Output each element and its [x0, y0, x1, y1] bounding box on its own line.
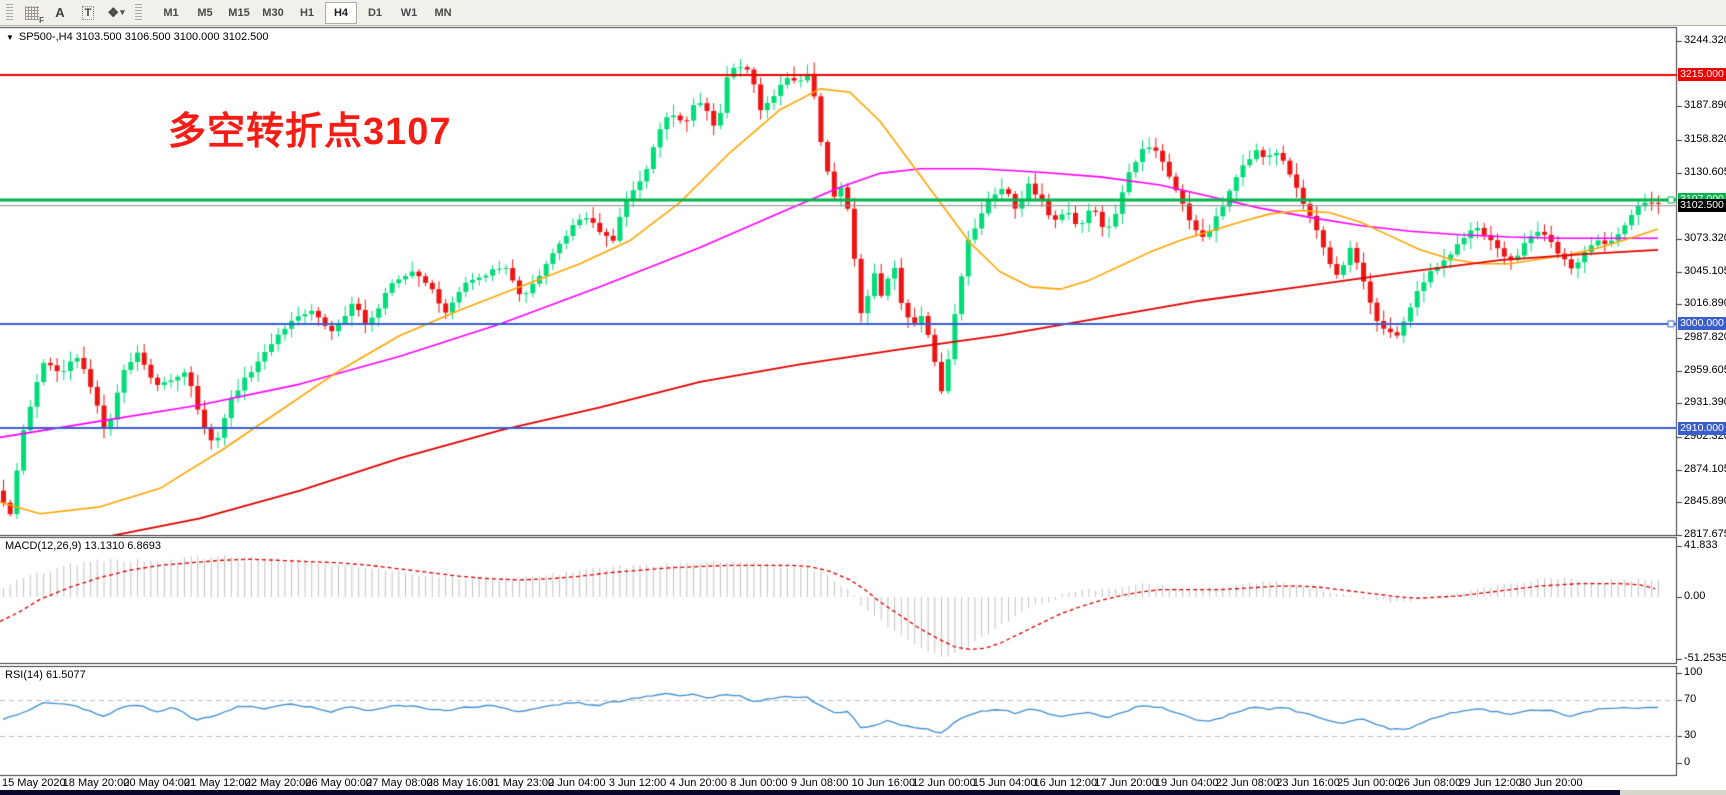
time-axis-label-14: 10 Jun 16:00: [851, 777, 916, 789]
rsi-axis-tick-0: 0: [1684, 756, 1691, 768]
time-axis-label-8: 31 May 23:00: [487, 777, 555, 789]
timeframe-button-h4[interactable]: H4: [325, 1, 357, 24]
time-axis-label-5: 26 May 00:00: [305, 777, 373, 789]
price-axis-tick-3130.605: 3130.605: [1684, 165, 1726, 178]
timeframe-button-h1[interactable]: H1: [299, 6, 315, 19]
symbol-quote-line[interactable]: ▼ SP500-,H4 3103.500 3106.500 3100.000 3…: [6, 31, 268, 43]
time-axis-label-21: 23 Jun 16:00: [1276, 777, 1340, 789]
time-axis-label-12: 8 Jun 00:00: [730, 777, 788, 789]
time-axis-label-18: 17 Jun 20:00: [1094, 777, 1158, 789]
price-tag-2910.000: 2910.000: [1678, 421, 1726, 435]
grid-f-icon[interactable]: F: [19, 1, 45, 25]
price-axis-tick-3158.820: 3158.820: [1684, 132, 1726, 145]
grid-icon: F: [25, 5, 44, 25]
price-axis-tick-2959.605: 2959.605: [1684, 363, 1726, 376]
time-axis-label-11: 4 Jun 20:00: [669, 777, 727, 789]
timeframe-button-mn[interactable]: MN: [434, 6, 452, 19]
text-box-icon: T: [81, 5, 95, 20]
price-axis-tick-3187.890: 3187.890: [1684, 99, 1726, 112]
arrange-button[interactable]: ❖ ▾: [103, 1, 129, 25]
time-axis-label-7: 28 May 16:00: [426, 777, 494, 789]
price-tag-3000.000: 3000.000: [1678, 317, 1726, 331]
time-axis-label-10: 3 Jun 12:00: [608, 777, 667, 789]
text-box-button[interactable]: T: [75, 1, 101, 25]
rsi-axis-tick-70: 70: [1684, 693, 1697, 705]
toolbar: F A T ❖ ▾ M1 M5 M15 M30 H1 H4 D1 W1 MN: [0, 0, 1726, 26]
rsi-pane-label: RSI(14) 61.5077: [5, 669, 86, 681]
chevron-down-icon[interactable]: ▼: [6, 32, 14, 42]
timeframe-button-m15[interactable]: M15: [228, 6, 250, 19]
arrange-icon: ❖: [107, 4, 120, 20]
text-label-button[interactable]: A: [47, 1, 73, 25]
letter-a-icon: A: [55, 5, 65, 20]
timeframe-button-w1[interactable]: W1: [400, 6, 418, 19]
timeframe-button-m30[interactable]: M30: [262, 6, 284, 19]
price-axis-tick-3244.320: 3244.320: [1684, 34, 1726, 46]
time-axis-label-0: 15 May 2020: [2, 777, 66, 789]
price-axis-tick-2987.820: 2987.820: [1684, 330, 1726, 343]
price-axis-tick-3016.890: 3016.890: [1684, 297, 1726, 310]
rsi-axis-tick-30: 30: [1684, 729, 1697, 741]
rsi-axis-tick-100: 100: [1684, 666, 1703, 678]
toolbar-gripper-2[interactable]: [135, 3, 142, 22]
price-axis-tick-2874.105: 2874.105: [1684, 462, 1726, 475]
timeframe-button-m5[interactable]: M5: [197, 6, 213, 19]
macd-axis-tick-41.833: 41.833: [1684, 539, 1718, 551]
time-axis-label-2: 20 May 04:00: [123, 777, 191, 789]
timeframe-button-d1[interactable]: D1: [367, 6, 383, 19]
price-axis-tick-2931.390: 2931.390: [1684, 396, 1726, 409]
toolbar-gripper[interactable]: [6, 3, 13, 22]
time-axis-label-13: 9 Jun 08:00: [790, 777, 849, 789]
timeframe-group: M1 M5 M15 M30 H1 H4 D1 W1 MN: [154, 0, 460, 26]
time-axis-label-20: 22 Jun 08:00: [1215, 777, 1280, 789]
price-axis-tick-3073.320: 3073.320: [1684, 231, 1726, 244]
time-axis-label-6: 27 May 08:00: [366, 777, 433, 789]
timeframe-button-m1[interactable]: M1: [163, 6, 179, 19]
time-axis-label-15: 12 Jun 00:00: [912, 777, 976, 789]
symbol-ohlc-text: SP500-,H4 3103.500 3106.500 3100.000 310…: [18, 31, 269, 43]
macd-pane-label: MACD(12,26,9) 13.1310 6.8693: [5, 540, 161, 552]
price-axis-tick-2845.890: 2845.890: [1684, 495, 1726, 508]
macd-axis-tick--51.2535: -51.2535: [1684, 652, 1726, 665]
time-axis-label-4: 22 May 20:00: [244, 777, 312, 789]
time-axis-label-24: 29 Jun 12:00: [1458, 777, 1522, 789]
time-axis-label-16: 15 Jun 04:00: [972, 777, 1037, 789]
price-axis-tick-3045.105: 3045.105: [1684, 264, 1726, 277]
price-tag-3215.000: 3215.000: [1678, 68, 1726, 82]
time-axis-label-22: 25 Jun 00:00: [1336, 777, 1401, 789]
chart-annotation-text: 多空转折点3107: [168, 111, 452, 153]
macd-axis-tick-0.00: 0.00: [1684, 590, 1706, 602]
time-axis-label-23: 26 Jun 08:00: [1397, 777, 1462, 789]
scrollbar-thumb[interactable]: [0, 790, 1620, 795]
price-tag-3102.500: 3102.500: [1678, 198, 1726, 212]
dropdown-caret-icon: ▾: [120, 7, 125, 17]
time-axis-label-19: 19 Jun 04:00: [1154, 777, 1219, 789]
time-axis-label-9: 2 Jun 04:00: [548, 777, 606, 789]
time-axis-label-3: 21 May 12:00: [184, 777, 251, 789]
time-axis-label-1: 18 May 20:00: [62, 777, 130, 789]
time-axis-label-17: 16 Jun 12:00: [1033, 777, 1098, 789]
price-axis-tick-2817.675: 2817.675: [1684, 528, 1726, 540]
horizontal-scrollbar[interactable]: [0, 790, 1726, 795]
time-axis-label-25: 30 Jun 20:00: [1519, 777, 1583, 789]
